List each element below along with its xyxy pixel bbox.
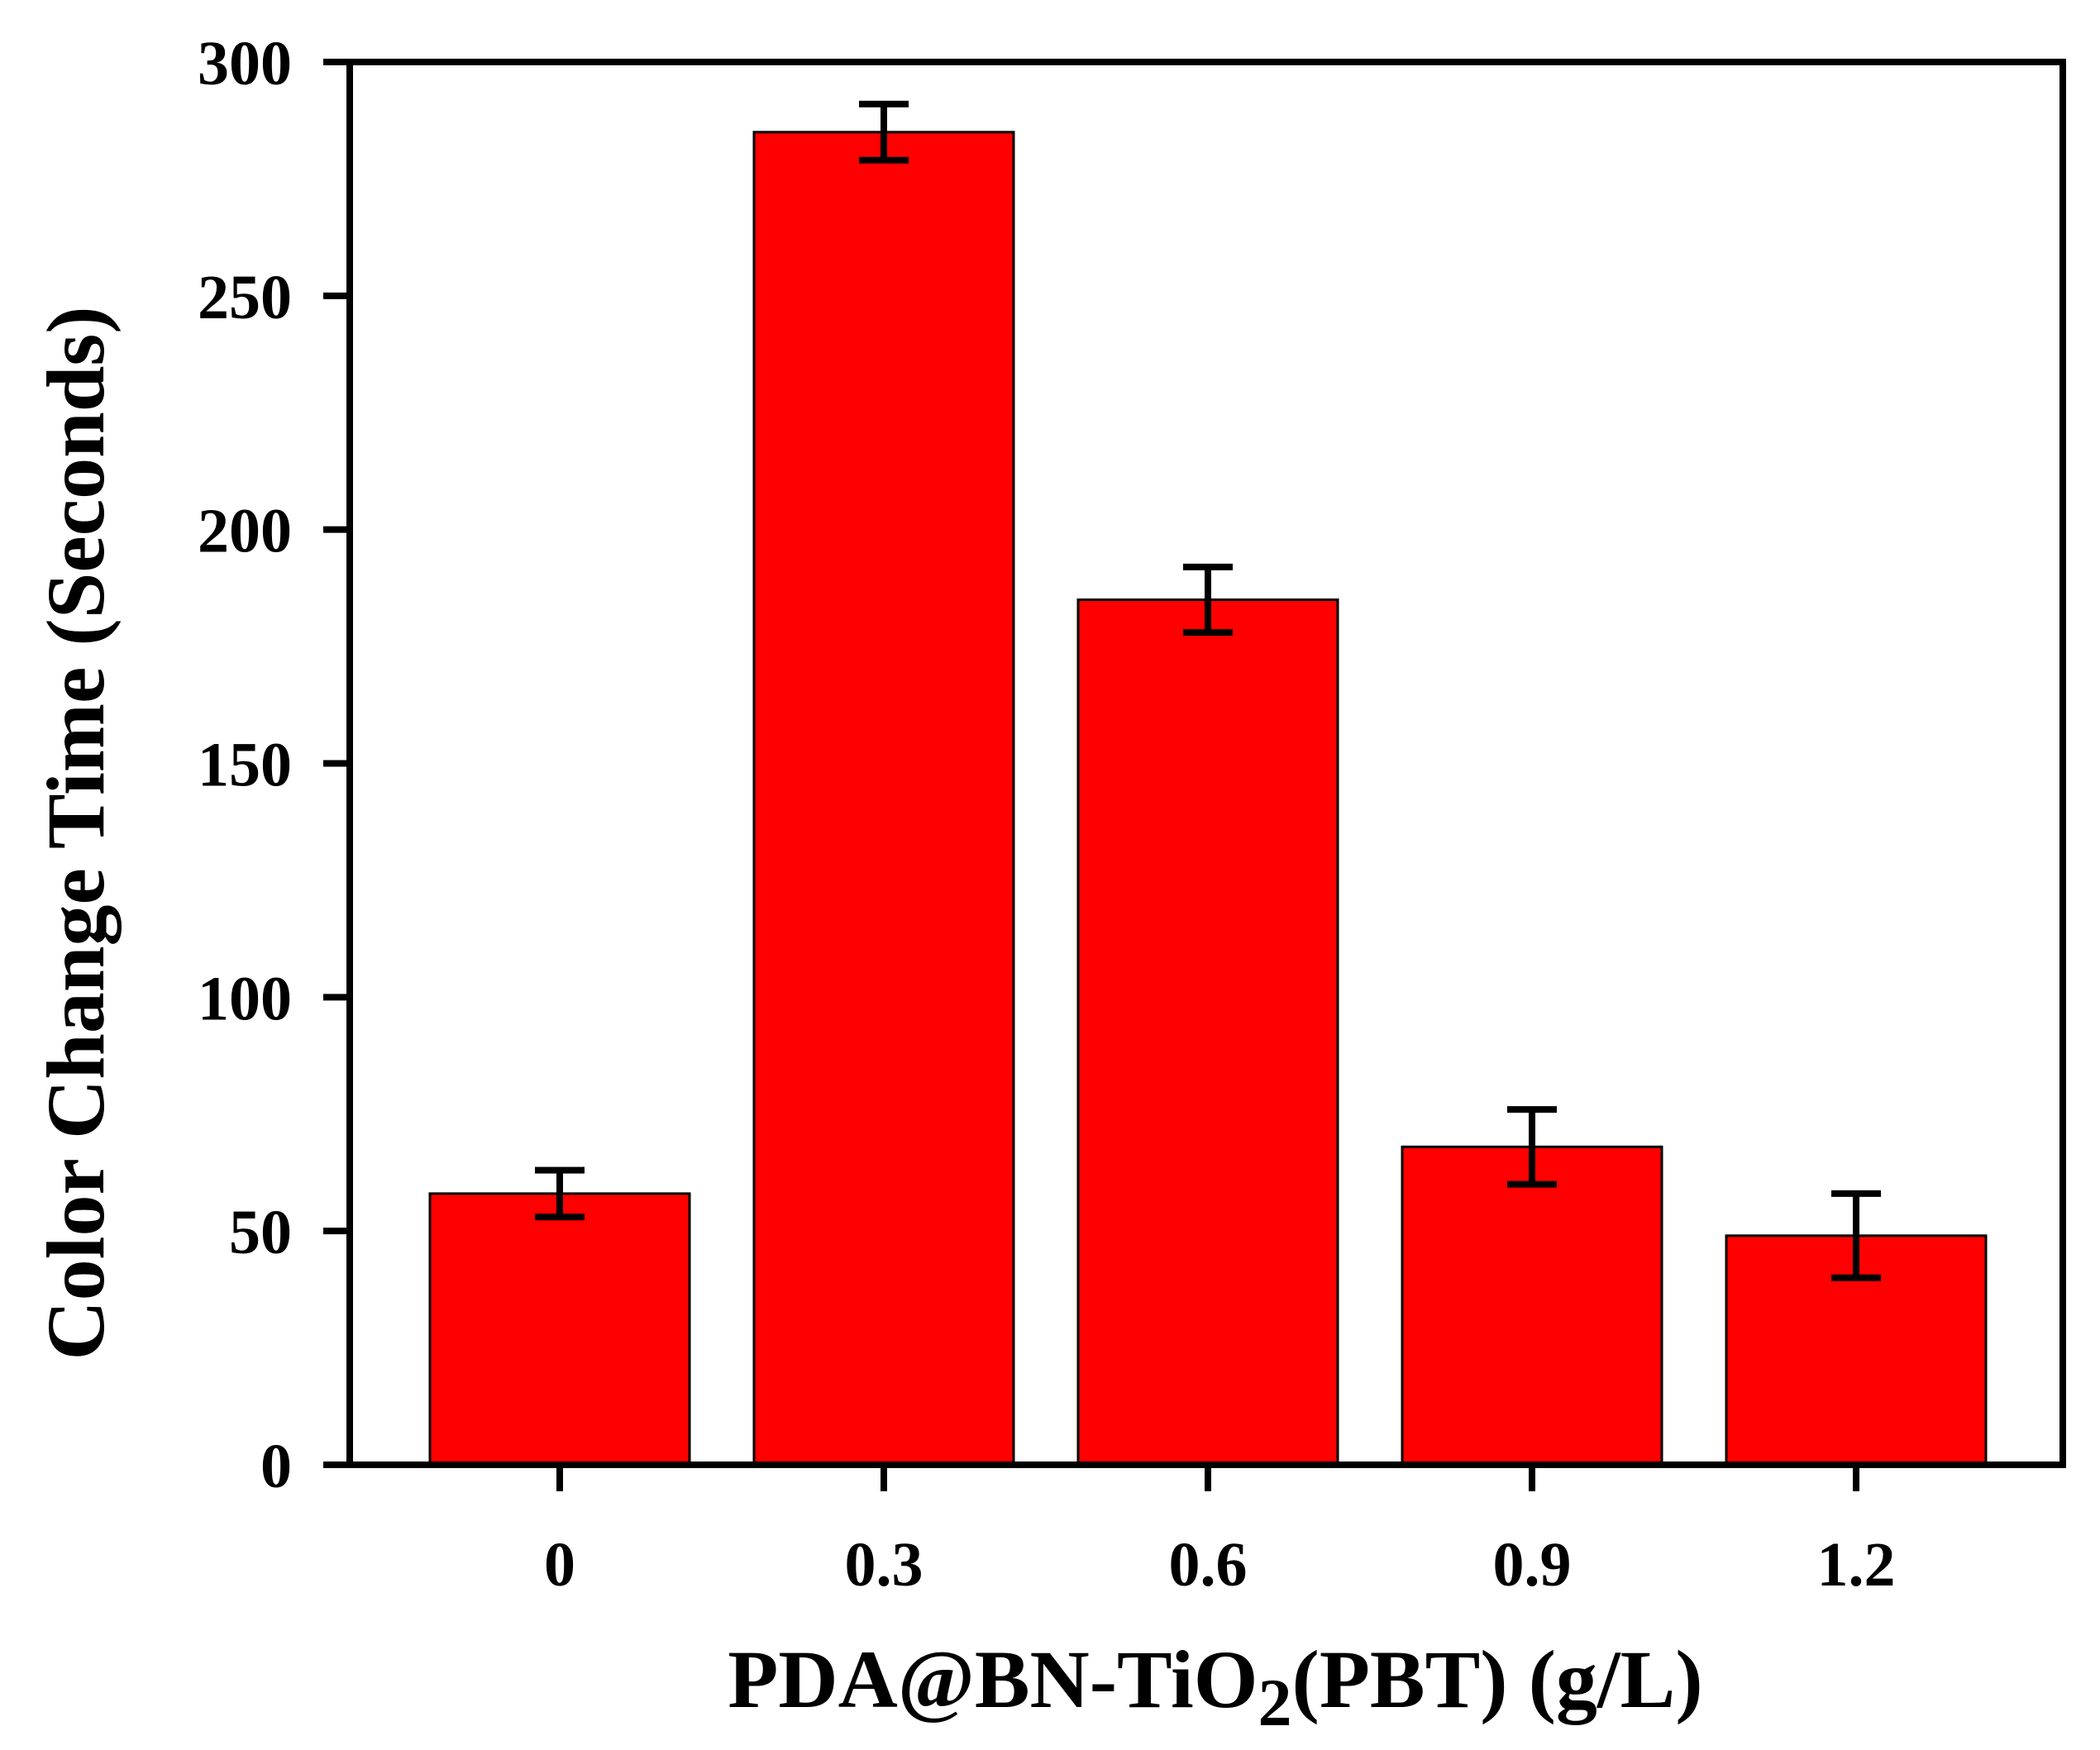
error-bar-0.3 [859,100,909,164]
x-tick-label: 1.2 [1817,1530,1896,1600]
bar-0.9 [1401,1145,1663,1466]
x-axis-title-subscript: 2 [1258,1665,1292,1740]
x-tick-label: 0.9 [1493,1530,1572,1600]
x-axis-title: PDA@BN-TiO2(PBT) (g/L) [728,1633,1702,1740]
bar-0.6 [1076,598,1339,1466]
error-bars-layer [535,100,1881,1281]
x-tick-label: 0 [544,1530,575,1600]
bars-layer [428,131,1988,1466]
y-tick-label: 300 [198,29,292,98]
y-tick-label: 50 [229,1198,292,1267]
error-bar-0 [535,1166,585,1221]
error-bar-0.6 [1183,563,1233,637]
y-tick-label: 0 [260,1432,292,1501]
y-tick-label: 250 [198,263,292,332]
x-tick-label: 0.3 [845,1530,924,1600]
x-axis: 0 0.3 0.6 0.9 1.2 [544,1465,1896,1600]
error-bar-0.9 [1507,1106,1557,1188]
x-axis-title-rest: (PBT) (g/L) [1292,1633,1703,1725]
y-tick-label: 100 [198,964,292,1033]
error-bar-1.2 [1831,1190,1881,1281]
x-axis-title-main: PDA@BN-TiO [728,1633,1258,1725]
bar-0 [428,1192,691,1466]
x-tick-label: 0.6 [1169,1530,1248,1600]
y-tick-label: 200 [198,497,292,566]
y-tick-label: 150 [198,731,292,800]
y-axis-title: Color Change Time (Seconds) [30,306,122,1360]
bar-0.3 [752,131,1015,1466]
y-axis: 0 50 100 150 200 250 300 [198,29,350,1501]
